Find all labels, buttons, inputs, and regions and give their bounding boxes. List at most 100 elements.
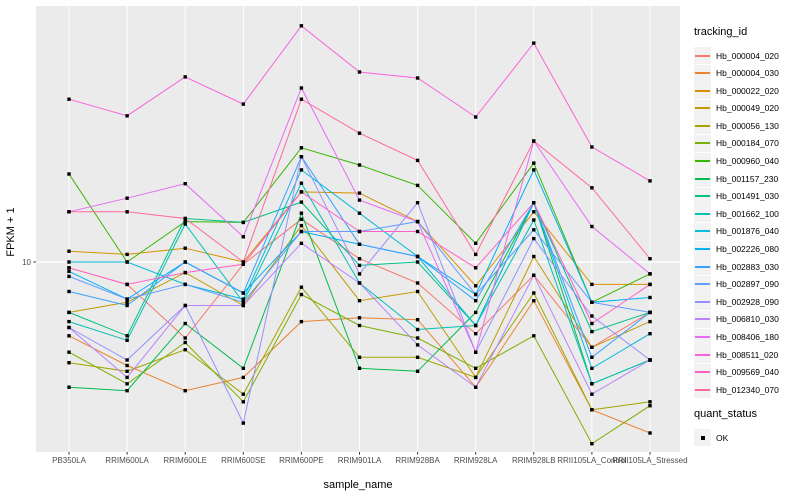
data-point: [183, 336, 187, 340]
data-point: [67, 172, 71, 176]
data-point: [357, 281, 362, 285]
data-point: [183, 340, 187, 345]
data-point: [67, 269, 71, 274]
legend-label: Hb_001157_230: [716, 173, 779, 184]
quant-ok-label: OK: [716, 432, 729, 443]
data-point: [67, 310, 71, 315]
data-point: [241, 260, 245, 264]
data-point: [415, 219, 420, 224]
x-tick-label: RRII105LA_Stressed: [612, 456, 687, 465]
data-point: [183, 219, 187, 224]
data-point: [299, 223, 304, 228]
legend-key-icon: [694, 152, 711, 170]
data-point: [648, 358, 652, 362]
data-point: [125, 210, 129, 214]
data-point: [532, 228, 536, 232]
legend-label: Hb_000004_020: [716, 50, 779, 61]
data-point: [532, 210, 536, 214]
data-point: [125, 196, 129, 200]
legend-label: Hb_000960_040: [716, 156, 779, 167]
data-point: [532, 254, 536, 259]
data-point: [474, 284, 478, 288]
data-point: [125, 297, 129, 301]
data-point: [474, 350, 478, 354]
data-point: [357, 191, 362, 195]
legend-items: Hb_000004_020 Hb_000004_030 Hb_000022_020 H…: [694, 47, 800, 399]
legend-label: Hb_002883_030: [716, 261, 779, 272]
data-point: [67, 319, 71, 324]
data-point: [241, 366, 245, 370]
data-point: [415, 289, 420, 294]
data-point: [532, 201, 536, 205]
data-point: [183, 260, 187, 264]
legend-key-icon: [694, 170, 711, 188]
data-point: [357, 299, 362, 303]
data-point: [474, 292, 478, 297]
legend-key-icon: [694, 47, 711, 64]
data-point: [125, 334, 129, 338]
x-tick-label: PB350LA: [52, 456, 86, 465]
data-point: [67, 350, 71, 354]
data-point: [299, 211, 304, 215]
data-point: [241, 262, 245, 266]
legend-label: Hb_006810_030: [716, 314, 779, 325]
data-point: [590, 321, 594, 326]
legend-key-icon: [694, 187, 711, 205]
data-point: [357, 263, 362, 268]
data-point: [532, 273, 536, 277]
data-point: [357, 131, 362, 135]
data-point: [299, 168, 304, 172]
legend-key-icon: [694, 82, 711, 100]
legend-item-Hb_001876_040: Hb_001876_040: [694, 222, 800, 240]
data-point: [415, 229, 420, 234]
data-point: [415, 318, 420, 322]
legend-label: Hb_002928_090: [716, 296, 779, 307]
data-point: [415, 281, 420, 285]
legend-item-Hb_008511_020: Hb_008511_020: [694, 346, 800, 364]
data-point: [590, 329, 594, 334]
legend-label: Hb_000056_130: [716, 120, 779, 131]
legend-label: Hb_001662_100: [716, 208, 779, 219]
legend-key-icon: [694, 64, 711, 82]
data-point: [125, 303, 129, 308]
data-point: [67, 361, 71, 365]
data-point: [125, 300, 129, 304]
x-tick-label: RRIM600LE: [163, 456, 207, 465]
data-point: [299, 181, 304, 185]
legend-label: Hb_002226_080: [716, 244, 779, 255]
x-tick-label: RRII105LA_Control: [557, 456, 627, 465]
data-point: [125, 252, 129, 257]
data-point: [299, 217, 304, 221]
data-point: [125, 389, 129, 393]
data-point: [125, 375, 129, 380]
legend-item-Hb_001662_100: Hb_001662_100: [694, 205, 800, 223]
data-point: [648, 431, 652, 435]
legend-label: Hb_001876_040: [716, 226, 779, 237]
legend-key-icon: [694, 258, 711, 276]
data-point: [299, 155, 304, 159]
legend-item-Hb_000004_020: Hb_000004_020: [694, 47, 800, 64]
legend-item-Hb_002883_030: Hb_002883_030: [694, 258, 800, 276]
data-point: [532, 218, 536, 222]
data-point: [67, 266, 71, 270]
data-point: [67, 97, 71, 101]
data-point: [357, 272, 362, 276]
x-tick-label: RRIM600SE: [221, 456, 265, 465]
data-point: [299, 292, 304, 297]
data-point: [532, 236, 536, 241]
data-point: [357, 257, 362, 261]
legend-label: Hb_012340_070: [716, 384, 779, 395]
legend-item-Hb_002928_090: Hb_002928_090: [694, 293, 800, 311]
legend-label: Hb_008406_180: [716, 332, 779, 342]
legend-title-tracking-id: tracking_id: [694, 26, 748, 38]
data-point: [357, 198, 362, 202]
data-point: [415, 183, 420, 188]
data-point: [357, 229, 362, 234]
legend-key-icon: [694, 117, 711, 135]
legend-key-icon: [694, 222, 711, 240]
x-tick-label: RRIM928LB: [512, 456, 556, 465]
data-point: [415, 158, 420, 163]
data-point: [183, 182, 187, 186]
x-tick-label: RRIM928LA: [454, 456, 498, 465]
legend-label: Hb_000184_070: [716, 138, 779, 149]
